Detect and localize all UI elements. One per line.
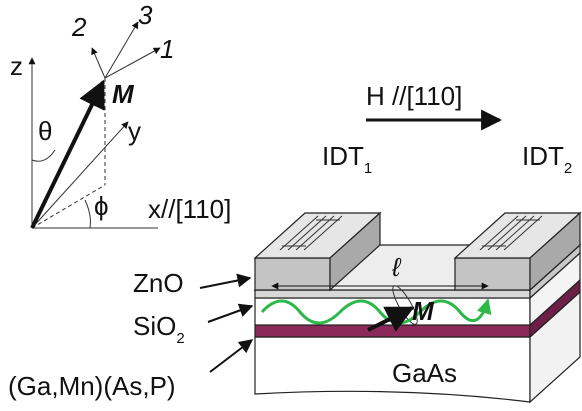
layer-text: ZnO xyxy=(133,268,184,298)
x-label: x//[110] xyxy=(148,194,231,224)
idt-sub: 2 xyxy=(564,160,572,177)
idt-front xyxy=(454,257,531,291)
layer-label: (Ga,Mn)(As,P) xyxy=(8,371,176,401)
idt-text: IDT xyxy=(522,141,564,171)
fingers xyxy=(479,215,543,251)
idt-side xyxy=(329,211,381,292)
m-label: M xyxy=(112,79,135,109)
idt-label: IDT2 xyxy=(522,141,572,177)
layer-arrow xyxy=(209,339,254,373)
zno-front xyxy=(254,289,531,299)
layer-arrow xyxy=(207,303,254,323)
magnetization-vector xyxy=(30,79,105,229)
theta-label: θ xyxy=(38,116,52,146)
layer-arrow xyxy=(199,273,252,289)
layer-text: SiO xyxy=(133,311,176,341)
phi-arc xyxy=(84,199,91,229)
layer-label: SiO2 xyxy=(133,311,185,347)
idt-side xyxy=(529,211,581,292)
direction-1 xyxy=(104,47,161,79)
idt-text: IDT xyxy=(322,141,364,171)
phi-label: ϕ xyxy=(94,191,109,221)
length-label: ℓ xyxy=(391,252,402,282)
field-label: H //[110] xyxy=(366,81,462,111)
idt-front xyxy=(254,257,331,291)
idt-sub: 1 xyxy=(364,160,372,177)
m-label: M xyxy=(412,296,435,326)
projection xyxy=(31,184,106,229)
theta-arc xyxy=(31,149,56,162)
device xyxy=(253,211,582,404)
axes xyxy=(28,21,161,229)
idt-fingers xyxy=(279,215,543,251)
m-arrow xyxy=(367,306,415,332)
layer-label: ZnO xyxy=(133,268,184,298)
fingers xyxy=(279,215,343,251)
dir-label: 2 xyxy=(71,12,87,42)
dir-label: 1 xyxy=(160,34,174,64)
z-label: z xyxy=(10,51,23,81)
direction-3 xyxy=(104,21,139,79)
gamnasp-front xyxy=(254,324,531,338)
layer-text: (Ga,Mn)(As,P) xyxy=(8,371,176,401)
substrate-label: GaAs xyxy=(392,358,457,388)
idt-label: IDT1 xyxy=(322,141,372,177)
saw-wave xyxy=(260,298,492,325)
gaas-front xyxy=(254,336,531,403)
dir-label: 3 xyxy=(138,0,153,30)
y-axis xyxy=(31,121,129,229)
y-label: y xyxy=(128,116,141,146)
direction-2 xyxy=(91,47,106,79)
layer-sub: 2 xyxy=(176,330,184,347)
